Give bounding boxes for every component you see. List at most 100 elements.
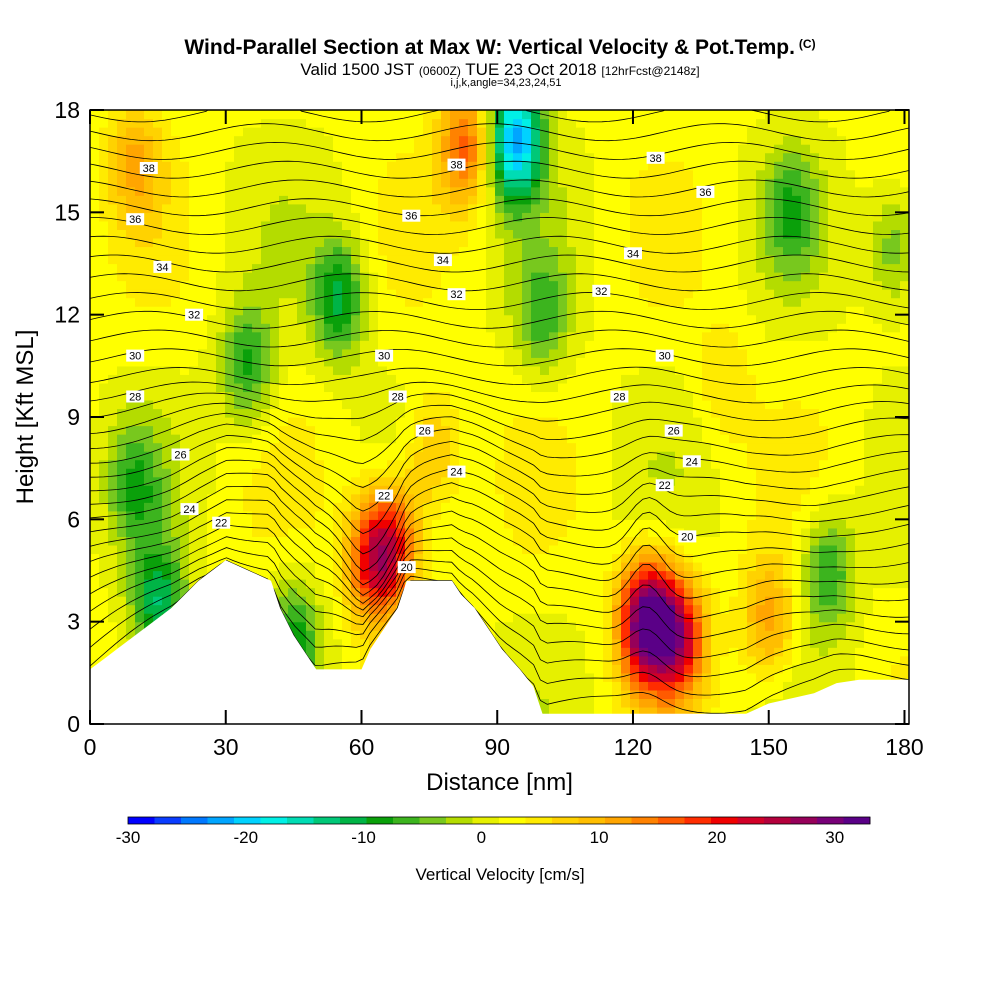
velocity-cell [450,510,460,520]
velocity-cell [540,621,550,631]
velocity-cell [351,229,361,239]
velocity-cell [468,561,478,572]
velocity-cell [477,493,487,503]
velocity-cell [576,229,586,239]
velocity-cell [324,630,334,640]
velocity-cell [243,263,253,273]
velocity-cell [504,152,514,162]
velocity-cell [378,118,388,128]
velocity-cell [288,246,298,256]
velocity-cell [135,280,145,290]
velocity-cell [621,613,631,623]
velocity-cell [252,314,262,324]
velocity-cell [540,229,550,239]
velocity-cell [621,476,631,486]
velocity-cell [198,408,208,418]
velocity-cell [243,485,253,495]
velocity-cell [135,553,145,563]
velocity-cell [207,169,217,179]
velocity-cell [126,297,136,307]
velocity-cell [162,237,172,248]
velocity-cell [135,237,145,248]
velocity-cell [468,229,478,239]
velocity-cell [432,570,442,580]
velocity-cell [369,442,379,452]
velocity-cell [333,186,343,196]
velocity-cell [648,127,658,137]
velocity-cell [657,655,667,665]
velocity-cell [288,314,298,324]
velocity-cell [702,587,712,597]
velocity-cell [603,152,613,162]
velocity-cell [360,195,370,205]
velocity-cell [585,630,595,640]
velocity-cell [567,417,577,427]
velocity-cell [567,689,577,700]
velocity-cell [333,127,343,137]
velocity-cell [153,237,163,248]
velocity-cell [630,382,640,393]
velocity-cell [360,553,370,563]
velocity-cell [522,365,532,375]
velocity-cell [612,195,622,205]
velocity-cell [468,280,478,290]
velocity-cell [306,118,316,128]
velocity-cell [162,485,172,495]
velocity-cell [477,408,487,418]
velocity-cell [495,127,505,137]
velocity-cell [288,434,298,444]
velocity-cell [702,169,712,179]
velocity-cell [639,493,649,503]
velocity-cell [144,502,154,512]
velocity-cell [477,272,487,282]
velocity-cell [540,365,550,375]
velocity-cell [162,417,172,427]
velocity-cell [531,127,541,137]
velocity-cell [135,596,145,606]
velocity-cell [270,289,280,299]
velocity-cell [504,161,514,171]
velocity-cell [531,451,541,461]
velocity-cell [126,493,136,503]
velocity-cell [693,655,703,665]
velocity-cell [234,502,244,512]
velocity-cell [450,118,460,128]
velocity-cell [648,579,658,589]
velocity-cell [603,391,613,401]
velocity-cell [504,544,514,555]
velocity-cell [225,289,235,299]
velocity-cell [198,417,208,427]
velocity-cell [639,306,649,316]
velocity-cell [279,314,289,324]
velocity-cell [225,272,235,282]
velocity-cell [630,621,640,631]
velocity-cell [360,399,370,410]
velocity-cell [603,237,613,248]
velocity-cell [540,493,550,503]
velocity-cell [234,178,244,188]
velocity-cell [207,553,217,563]
velocity-cell [468,331,478,341]
velocity-cell [513,468,523,478]
velocity-cell [585,382,595,393]
velocity-cell [144,118,154,128]
velocity-cell [648,425,658,435]
velocity-cell [423,263,433,273]
velocity-cell [495,118,505,128]
velocity-cell [306,468,316,478]
velocity-cell [243,297,253,307]
velocity-cell [270,485,280,495]
velocity-cell [639,459,649,469]
velocity-cell [675,152,685,162]
velocity-cell [567,263,577,273]
velocity-cell [486,476,496,486]
velocity-cell [612,399,622,410]
velocity-cell [603,689,613,700]
velocity-cell [180,229,190,239]
velocity-cell [576,655,586,665]
velocity-cell [171,144,181,154]
velocity-cell [684,220,694,230]
velocity-cell [351,340,361,350]
velocity-cell [108,263,118,273]
velocity-cell [594,348,604,358]
